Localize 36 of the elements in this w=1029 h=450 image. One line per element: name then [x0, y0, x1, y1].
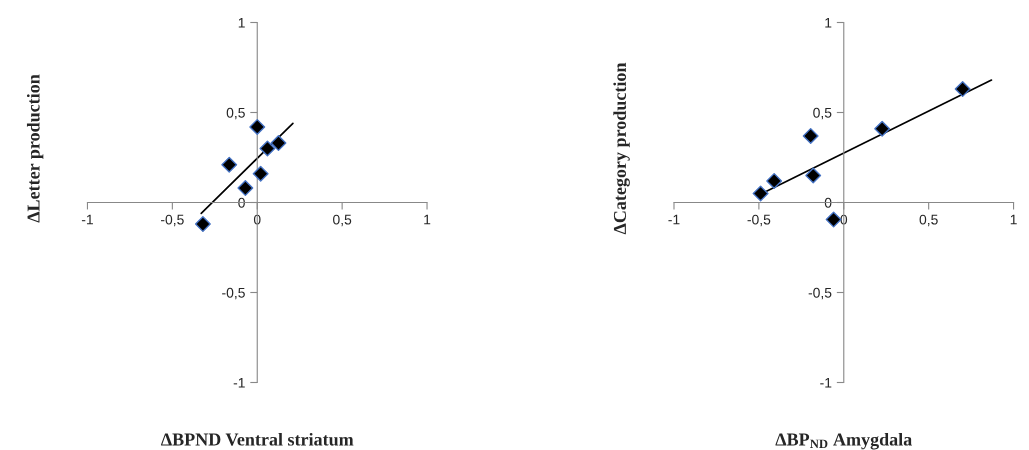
x-axis-title: ΔBP$_{ND}$ Amygdala	[775, 432, 912, 450]
x-tick-label: 0,5	[333, 214, 352, 227]
point	[802, 127, 819, 144]
point	[221, 156, 238, 173]
point	[766, 172, 783, 189]
x-tick-label: -0,5	[161, 214, 184, 227]
y-axis-title: ΔLetter production	[26, 74, 44, 223]
point	[194, 216, 211, 233]
x-tick-label: 1	[424, 214, 431, 225]
point	[954, 81, 971, 98]
x-tick-label: -1	[668, 214, 680, 225]
point	[249, 118, 266, 135]
point	[237, 180, 254, 197]
x-tick-label: 1	[1010, 214, 1017, 225]
y-axis-title: ΔCategory production	[613, 62, 630, 235]
point	[752, 185, 769, 202]
point	[252, 165, 269, 182]
x-tick-label: 0,5	[919, 214, 938, 227]
y-tick-label: -0,5	[222, 287, 245, 300]
x-tick-label: -1	[81, 214, 93, 225]
point	[825, 211, 842, 228]
y-tick-label: -1	[820, 377, 832, 388]
point	[874, 120, 891, 137]
x-tick-label: 0	[840, 214, 848, 225]
y-tick-label: 1	[238, 17, 245, 28]
y-tick-label: -1	[233, 377, 245, 388]
x-axis-title: ΔBPND Ventral striatum	[161, 432, 354, 446]
x-tick-label: 0	[253, 214, 261, 225]
x-tick-label: -0,5	[747, 214, 771, 227]
point	[259, 140, 276, 157]
point	[270, 135, 287, 152]
y-tick-label: -0,5	[808, 287, 832, 300]
y-tick-label: 0,5	[813, 107, 832, 120]
y-tick-label: 0,5	[226, 107, 245, 120]
point	[805, 167, 822, 184]
y-tick-label: 1	[825, 17, 832, 28]
